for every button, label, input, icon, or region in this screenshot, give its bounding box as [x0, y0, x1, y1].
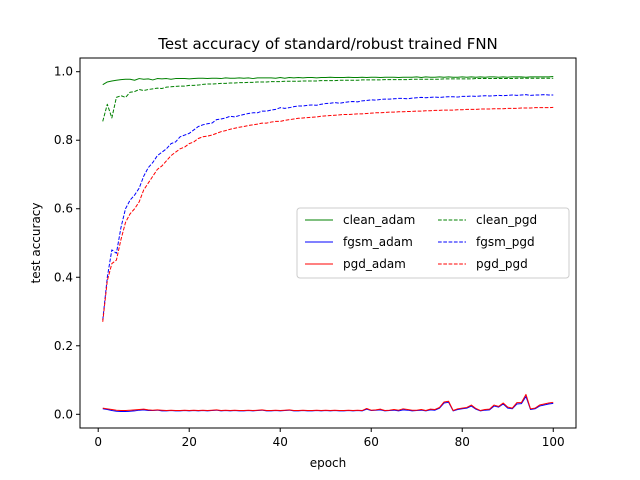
y-tick-label: 0.4 — [54, 270, 73, 284]
x-tick-label: 20 — [182, 435, 197, 449]
series-line-fgsm-pgd — [102, 94, 554, 321]
legend-label-clean-pgd: clean_pgd — [476, 213, 537, 227]
legend-label-clean-adam: clean_adam — [343, 213, 415, 227]
y-axis-ticks: 0.0 0.2 0.4 0.6 0.8 1.0 — [54, 65, 80, 421]
x-axis-label: epoch — [310, 456, 347, 470]
y-tick-label: 1.0 — [54, 65, 73, 79]
x-tick-label: 60 — [364, 435, 379, 449]
legend-box — [296, 207, 570, 279]
legend: clean_adam fgsm_adam pgd_adam clean_pgdfgsm… — [296, 207, 570, 279]
plot-frame — [79, 57, 577, 429]
series-line-clean-adam — [102, 76, 554, 86]
x-tick-label: 100 — [542, 435, 565, 449]
y-tick-label: 0.0 — [54, 407, 73, 421]
x-tick-label: 80 — [455, 435, 470, 449]
y-tick-label: 0.8 — [54, 133, 73, 147]
series-line-pgd-adam — [102, 393, 554, 412]
legend-label-fgsm-adam: fgsm_adam — [343, 235, 413, 249]
series-line-pgd-pgd — [102, 106, 554, 322]
y-tick-label: 0.6 — [54, 202, 73, 216]
y-axis-label: test accuracy — [29, 203, 43, 284]
legend-label-pgd-adam: pgd_adam — [343, 257, 406, 271]
legend-label-fgsm-pgd: fgsm_pgd — [476, 235, 535, 249]
chart-title: Test accuracy of standard/robust trained… — [157, 35, 498, 53]
legend-label-pgd-pgd: pgd_pgd — [476, 257, 528, 271]
x-tick-label: 40 — [273, 435, 288, 449]
x-tick-label: 0 — [94, 435, 102, 449]
series-line-clean-pgd — [102, 77, 554, 122]
legend-items: clean_adam fgsm_adam pgd_adam clean_pgdfgsm… — [305, 213, 537, 271]
series-layer — [102, 76, 554, 413]
x-axis-ticks: 0 20 40 60 80 100 — [94, 428, 565, 449]
y-tick-label: 0.2 — [54, 339, 73, 353]
